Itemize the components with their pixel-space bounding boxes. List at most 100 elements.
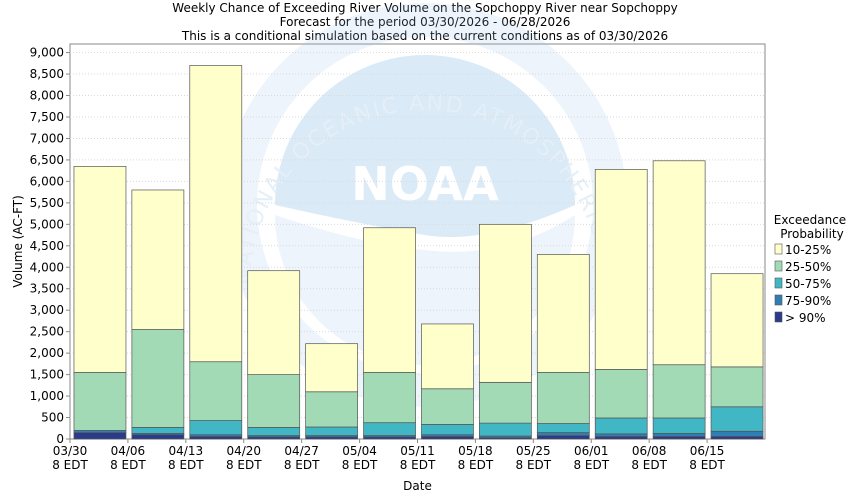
bar-segment-week8-50-75 bbox=[479, 422, 532, 437]
x-tick-label-time: 8 EDT bbox=[110, 458, 146, 472]
gridlines bbox=[70, 52, 765, 419]
bar-segment-week12-90 bbox=[710, 436, 764, 440]
bar-segment-week1-25-50 bbox=[73, 372, 127, 431]
bar-segment-week5-50-75 bbox=[305, 426, 358, 436]
legend-title-line-1: Exceedance bbox=[774, 213, 846, 227]
bar-segment-week11-75-90 bbox=[652, 433, 706, 437]
bar-segment-week7-10-25 bbox=[421, 323, 474, 390]
x-tick-label-date: 05/04 bbox=[342, 444, 377, 458]
y-tick-label: 3,000 bbox=[30, 303, 64, 317]
y-tick-label: 1,500 bbox=[30, 368, 64, 382]
bar-segment-week3-50-75 bbox=[189, 420, 243, 436]
x-axis-label: Date bbox=[403, 479, 432, 493]
y-tick-label: 2,500 bbox=[30, 325, 64, 339]
y-tick-label: 4,500 bbox=[30, 239, 64, 253]
bar-segment-week2-25-50 bbox=[131, 329, 185, 428]
chart-title-line-2: Forecast for the period 03/30/2026 - 06/… bbox=[280, 15, 571, 29]
bar-segment-week6-25-50 bbox=[363, 372, 416, 424]
legend-swatch bbox=[774, 243, 783, 255]
bar-segment-week11-50-75 bbox=[652, 417, 706, 434]
y-tick-label: 2,000 bbox=[30, 346, 64, 360]
y-tick-label: 6,500 bbox=[30, 153, 64, 167]
x-tick-label-time: 8 EDT bbox=[516, 458, 552, 472]
x-tick-label-date: 05/18 bbox=[458, 444, 493, 458]
bar-segment-week1-10-25 bbox=[73, 166, 127, 373]
x-tick-label-date: 04/06 bbox=[111, 444, 146, 458]
bar-segment-week2-90 bbox=[131, 434, 185, 440]
bar-segment-week3-25-50 bbox=[189, 361, 243, 421]
bar-segment-week9-10-25 bbox=[536, 254, 590, 373]
x-tick-label-date: 05/11 bbox=[400, 444, 435, 458]
y-tick-label: 7,500 bbox=[30, 110, 64, 124]
watermark-dome bbox=[275, 55, 575, 237]
bar-segment-week11-25-50 bbox=[652, 364, 706, 419]
bar-segment-week6-10-25 bbox=[363, 227, 416, 373]
y-tick-label: 8,000 bbox=[30, 89, 64, 103]
bar-segment-week2-50-75 bbox=[131, 427, 185, 434]
legend-item-label: 10-25% bbox=[785, 243, 831, 257]
x-tick-label-time: 8 EDT bbox=[342, 458, 378, 472]
bar-segment-week7-25-50 bbox=[421, 388, 474, 425]
legend-swatch bbox=[774, 260, 783, 272]
x-tick-label-time: 8 EDT bbox=[400, 458, 436, 472]
watermark-logo-text: NOAA bbox=[351, 157, 499, 211]
y-tick-label: 3,500 bbox=[30, 282, 64, 296]
y-tick-label: 4,000 bbox=[30, 260, 64, 274]
chart-title-line-1: Weekly Chance of Exceeding River Volume … bbox=[172, 1, 677, 15]
bar-segment-week5-10-25 bbox=[305, 343, 358, 393]
x-tick-label-time: 8 EDT bbox=[52, 458, 88, 472]
bar-segment-week10-90 bbox=[594, 436, 648, 440]
legend-item-label: 50-75% bbox=[785, 277, 831, 291]
x-tick-label-time: 8 EDT bbox=[689, 458, 725, 472]
y-tick-label: 5,500 bbox=[30, 196, 64, 210]
x-tick-label-time: 8 EDT bbox=[168, 458, 204, 472]
bar-segment-week6-50-75 bbox=[363, 422, 416, 436]
y-tick-label: 9,000 bbox=[30, 46, 64, 60]
bar-segment-week9-75-90 bbox=[536, 432, 590, 436]
bar-segment-week4-25-50 bbox=[247, 374, 301, 428]
bar-segment-week7-90 bbox=[421, 436, 474, 440]
plot-area bbox=[69, 43, 766, 440]
bar-segment-week3-10-25 bbox=[189, 65, 243, 363]
y-tick-label: 8,500 bbox=[30, 67, 64, 81]
x-tick-label-date: 05/25 bbox=[516, 444, 551, 458]
legend-item-label: > 90% bbox=[785, 311, 826, 325]
bar-segment-week10-50-75 bbox=[594, 417, 648, 435]
y-tick-label: 7,000 bbox=[30, 131, 64, 145]
x-tick-label-date: 03/30 bbox=[53, 444, 88, 458]
bar-segment-week10-25-50 bbox=[594, 369, 648, 419]
bar-segment-week8-10-25 bbox=[479, 223, 532, 383]
legend-swatch bbox=[774, 294, 783, 306]
legend-item-label: 25-50% bbox=[785, 260, 831, 274]
x-tick-label-date: 06/01 bbox=[574, 444, 609, 458]
legend-swatch bbox=[774, 311, 783, 323]
bar-segment-week3-90 bbox=[189, 436, 243, 440]
x-tick-label-date: 04/27 bbox=[284, 444, 319, 458]
bar-segment-week4-50-75 bbox=[247, 427, 301, 436]
y-tick-label: 0 bbox=[56, 432, 64, 446]
bar-segment-week12-10-25 bbox=[710, 273, 764, 368]
bar-segment-week12-75-90 bbox=[710, 430, 764, 437]
legend-item-label: 75-90% bbox=[785, 294, 831, 308]
legend: Exceedance Probability 10-25% 25-50% 50-75… bbox=[774, 213, 846, 325]
bar-segment-week4-10-25 bbox=[247, 270, 301, 375]
bar-segment-week9-25-50 bbox=[536, 372, 590, 424]
bar-segment-week9-90 bbox=[536, 435, 590, 440]
bar-segment-week5-25-50 bbox=[305, 391, 358, 428]
x-tick-label-time: 8 EDT bbox=[573, 458, 609, 472]
legend-title-line-2: Probability bbox=[780, 227, 843, 241]
y-tick-label: 500 bbox=[41, 411, 64, 425]
x-tick-label-time: 8 EDT bbox=[631, 458, 667, 472]
y-tick-label: 1,000 bbox=[30, 389, 64, 403]
x-tick-label-date: 04/20 bbox=[226, 444, 261, 458]
x-tick-label-date: 04/13 bbox=[169, 444, 204, 458]
y-tick-label: 6,000 bbox=[30, 174, 64, 188]
x-tick-label-date: 06/15 bbox=[690, 444, 725, 458]
x-tick-label-time: 8 EDT bbox=[458, 458, 494, 472]
chart-title-line-3: This is a conditional simulation based o… bbox=[181, 29, 668, 43]
bar-segment-week11-10-25 bbox=[652, 160, 706, 366]
bar-segment-week2-10-25 bbox=[131, 189, 185, 330]
x-tick-label-time: 8 EDT bbox=[284, 458, 320, 472]
legend-swatch bbox=[774, 277, 783, 289]
